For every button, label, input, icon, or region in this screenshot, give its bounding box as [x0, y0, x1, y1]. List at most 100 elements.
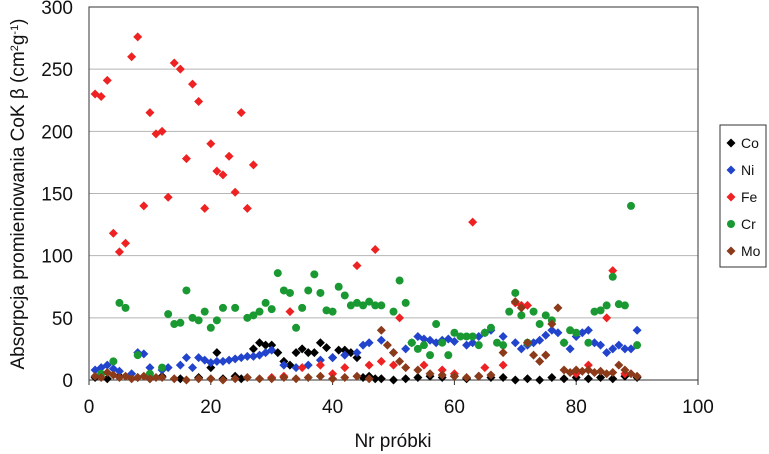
point-co	[261, 340, 271, 350]
point-ni	[620, 344, 630, 354]
point-ni	[114, 366, 124, 376]
point-mo	[510, 297, 520, 307]
point-ni	[498, 331, 508, 341]
point-co	[389, 375, 398, 385]
point-co	[522, 374, 532, 384]
point-mo	[133, 373, 143, 383]
point-ni	[632, 325, 642, 335]
point-cr	[584, 338, 593, 347]
y-axis-title-main: Absorpcja promieniowania CoK β (cm	[8, 51, 29, 369]
y-tick-label: 0	[62, 371, 73, 392]
point-fe	[328, 369, 338, 379]
point-co	[596, 373, 606, 383]
point-cr	[566, 326, 575, 335]
point-ni	[449, 336, 459, 346]
point-mo	[498, 348, 508, 358]
point-co	[102, 374, 112, 384]
point-fe	[181, 154, 191, 164]
series-ni	[90, 325, 642, 379]
point-mo	[522, 338, 532, 348]
point-cr	[273, 269, 282, 278]
point-cr	[212, 316, 221, 325]
point-mo	[571, 365, 581, 375]
point-cr	[419, 341, 428, 350]
point-ni	[328, 353, 338, 363]
point-fe	[468, 217, 478, 227]
point-cr	[450, 328, 459, 337]
point-cr	[468, 332, 477, 341]
point-mo	[389, 348, 398, 358]
y-axis-title-sup2: -1	[9, 25, 21, 35]
point-fe	[242, 203, 252, 213]
point-co	[334, 345, 344, 355]
point-cr	[231, 303, 240, 312]
x-tick-label: 100	[682, 397, 714, 418]
point-cr	[267, 305, 276, 314]
point-co	[315, 338, 325, 348]
point-cr	[395, 276, 404, 285]
point-fe	[297, 363, 307, 373]
point-co	[267, 340, 277, 350]
point-mo	[90, 371, 100, 381]
point-ni	[212, 356, 222, 366]
point-mo	[486, 370, 496, 380]
point-mo	[151, 373, 161, 383]
legend-label-cr: Cr	[741, 216, 756, 232]
y-axis-title-end: )	[8, 18, 29, 24]
point-cr	[529, 307, 538, 316]
point-cr	[505, 307, 514, 316]
point-cr	[316, 288, 325, 297]
point-cr	[218, 303, 227, 312]
point-mo	[547, 319, 557, 329]
point-fe	[108, 228, 118, 238]
point-mo	[114, 373, 124, 383]
point-co	[248, 344, 258, 354]
point-fe	[419, 360, 429, 370]
point-fe	[285, 307, 295, 317]
point-cr	[432, 320, 441, 329]
point-mo	[315, 371, 325, 381]
point-cr	[480, 328, 489, 337]
point-cr	[279, 286, 288, 295]
point-ni	[553, 328, 563, 338]
point-cr	[413, 344, 422, 353]
point-ni	[376, 335, 386, 345]
point-cr	[182, 286, 191, 295]
point-cr	[517, 311, 526, 320]
point-fe	[583, 360, 593, 370]
point-cr	[608, 272, 617, 281]
point-cr	[115, 298, 124, 307]
legend-entries: Co Ni Fe Cr Mo	[726, 135, 761, 259]
point-ni	[401, 344, 411, 354]
point-cr	[285, 288, 294, 297]
point-cr	[292, 323, 301, 332]
point-cr	[456, 332, 465, 341]
point-cr	[243, 313, 252, 322]
point-mo	[632, 371, 642, 381]
y-tick-labels: 0 50 100 150 200 250 300	[41, 0, 73, 392]
point-mo	[181, 375, 191, 385]
y-axis-title-sup1: 2	[9, 45, 21, 51]
point-cr	[328, 307, 337, 316]
point-mo	[169, 374, 179, 384]
point-cr	[486, 323, 495, 332]
point-mo	[127, 374, 137, 384]
point-co	[498, 373, 508, 383]
point-fe	[364, 360, 374, 370]
point-ni	[541, 330, 551, 340]
point-mo	[413, 365, 423, 375]
legend-marker-co	[726, 138, 736, 148]
point-cr	[560, 338, 569, 347]
x-tick-label: 80	[566, 397, 587, 418]
point-cr	[389, 307, 398, 316]
point-co	[236, 374, 246, 384]
point-fe	[218, 170, 228, 180]
point-mo	[602, 369, 612, 379]
legend-label-fe: Fe	[741, 189, 758, 205]
point-ni	[352, 348, 362, 358]
point-fe	[157, 126, 167, 136]
point-cr	[407, 338, 416, 347]
legend-marker-fe	[726, 192, 736, 202]
point-ni	[315, 355, 325, 365]
point-cr	[334, 282, 343, 291]
